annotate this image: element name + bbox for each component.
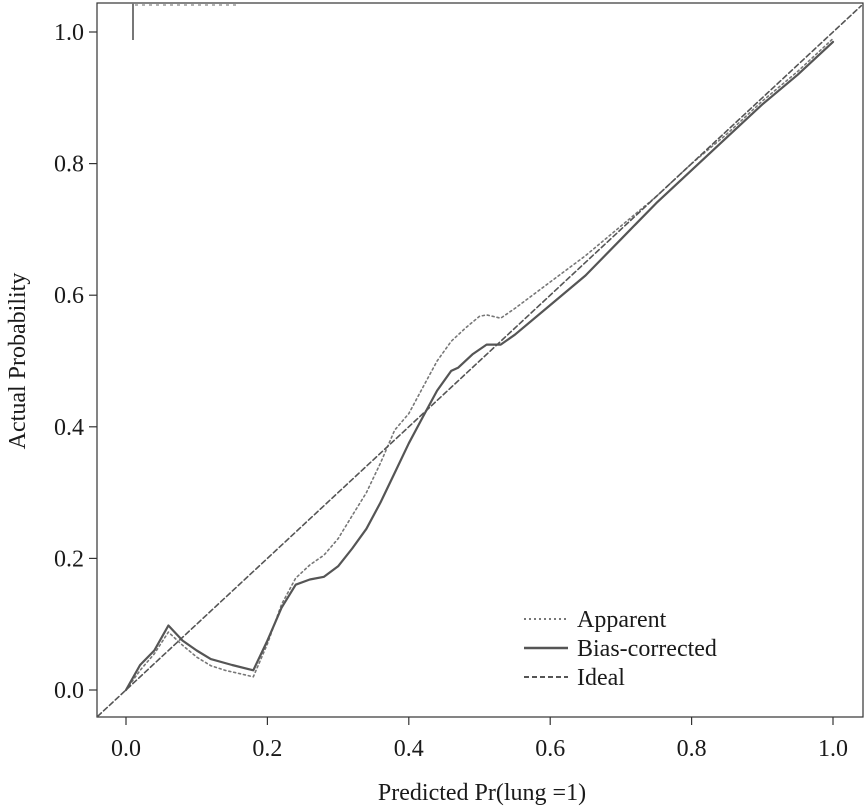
- legend-label: Apparent: [577, 607, 667, 633]
- y-tick-label: 0.6: [54, 283, 84, 309]
- x-axis: 0.0 0.2 0.4 0.6 0.8 1.0: [111, 717, 848, 762]
- y-axis-title: Actual Probability: [5, 273, 31, 450]
- y-tick-label: 0.2: [54, 546, 84, 572]
- y-tick-label: 1.0: [54, 20, 84, 46]
- series-line-bias-corrected: [124, 40, 835, 692]
- legend: Apparent Bias-corrected Ideal: [524, 607, 717, 691]
- legend-label: Bias-corrected: [577, 636, 717, 662]
- y-tick-label: 0.8: [54, 152, 84, 178]
- x-axis-title: Predicted Pr(lung =1): [378, 780, 586, 806]
- x-tick-label: 1.0: [818, 736, 848, 762]
- x-tick-label: 0.6: [535, 736, 565, 762]
- x-tick-label: 0.0: [111, 736, 141, 762]
- x-tick-label: 0.4: [394, 736, 424, 762]
- y-tick-label: 0.0: [54, 678, 84, 704]
- x-tick-label: 0.8: [677, 736, 707, 762]
- legend-label: Ideal: [577, 665, 625, 691]
- y-axis: 0.0 0.2 0.4 0.6 0.8 1.0: [54, 20, 97, 704]
- series-line-ideal: [97, 4, 863, 717]
- y-tick-label: 0.4: [54, 415, 84, 441]
- x-tick-label: 0.2: [252, 736, 282, 762]
- plot-frame: [96, 2, 864, 718]
- plot-marks: [97, 4, 863, 717]
- rug-marks: [132, 3, 240, 40]
